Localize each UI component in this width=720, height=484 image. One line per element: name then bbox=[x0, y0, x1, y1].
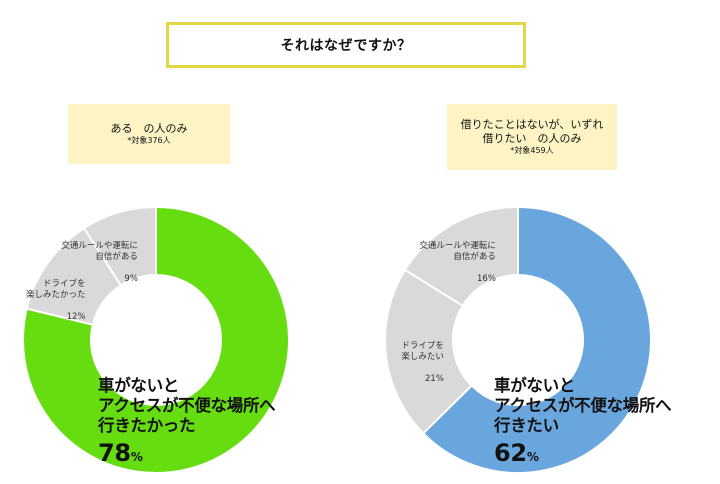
condition-box-right: 借りたことはないが、いずれ 借りたい の人のみ *対象459人 bbox=[447, 104, 617, 170]
slice-label-left-2: ドライブを 楽しみたかった 12% bbox=[26, 279, 86, 322]
condition-left-target: *対象376人 bbox=[127, 136, 171, 145]
main-value-right: 62 bbox=[494, 439, 527, 467]
donut-slice-left-3 bbox=[82, 205, 157, 287]
slice-value-left-3: 9 bbox=[124, 274, 130, 284]
slice-label-right-3: 交通ルールや運転に 自信がある 16% bbox=[419, 241, 496, 284]
slice-value-right-2: 21 bbox=[425, 374, 436, 384]
question-title: それはなぜですか？ bbox=[166, 22, 526, 68]
slice-value-right-3: 16 bbox=[477, 274, 488, 284]
donut-slice-left-1 bbox=[22, 205, 290, 474]
slice-label-left-3: 交通ルールや運転に 自信がある 9% bbox=[61, 241, 138, 284]
condition-right-text-2: 借りたい の人のみ bbox=[482, 132, 582, 145]
main-value-left: 78 bbox=[98, 439, 131, 467]
slice-label-right-2: ドライブを 楽しみたい 21% bbox=[401, 341, 444, 384]
condition-left-text: ある の人のみ bbox=[110, 122, 188, 135]
donut-slice-right-2 bbox=[384, 268, 474, 435]
condition-right-text-1: 借りたことはないが、いずれ bbox=[460, 118, 604, 131]
condition-right-target: *対象459人 bbox=[510, 146, 554, 155]
condition-box-left: ある の人のみ *対象376人 bbox=[68, 104, 230, 164]
donut-slice-right-1 bbox=[421, 205, 652, 474]
donut-slice-right-3 bbox=[403, 205, 519, 308]
slice-value-left-2: 12 bbox=[66, 312, 78, 322]
main-label-right: 車がないと アクセスが不便な場所へ 行きたい 62% bbox=[494, 376, 672, 467]
main-label-left: 車がないと アクセスが不便な場所へ 行きたかった 78% bbox=[98, 376, 276, 467]
